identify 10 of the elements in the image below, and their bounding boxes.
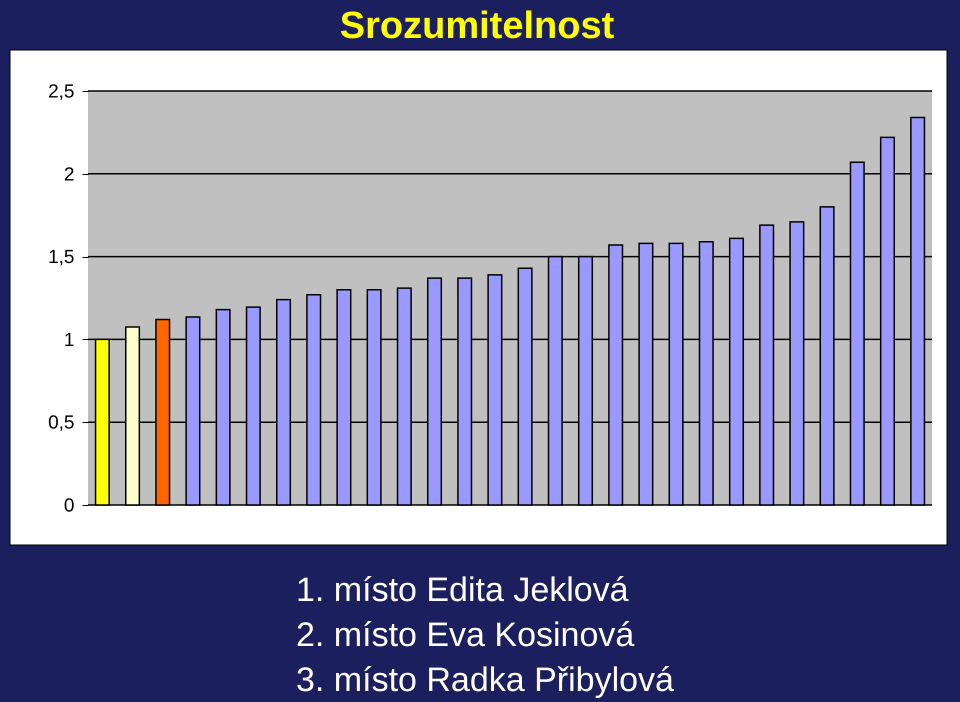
y-tick-label: 1 [64,330,74,351]
y-tick-label: 0,5 [48,412,74,434]
chart-title: Srozumitelnost [340,5,615,47]
y-tick-label: 0 [64,496,74,516]
text: 1. místo Edita Jeklová [296,571,629,609]
text: 2. místo Eva Kosinová [296,616,634,654]
text: 3. místo Radka Přibylová [296,661,674,699]
y-tick-label: 2,5 [48,82,74,102]
y-tick-label: 1,5 [48,247,74,268]
y-tick-label: 2 [64,164,74,186]
